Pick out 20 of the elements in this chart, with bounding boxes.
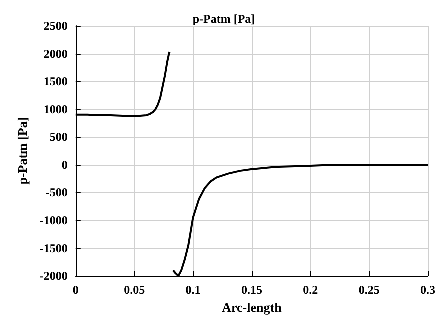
y-tick-label: 500 [50,130,68,144]
x-tick-label: 0 [72,283,79,298]
x-axis-title: Arc-length [222,300,283,315]
y-tick-label: 1500 [44,74,68,89]
chart-title: p-Patm [Pa] [192,12,256,26]
x-tick-label: 0.05 [124,283,146,298]
y-tick-label: 0 [62,158,68,172]
x-tick-label: 0.25 [358,283,380,298]
x-tick-label: 0.3 [420,283,436,298]
y-tick-label: 1000 [44,102,68,116]
y-tick-label: -500 [46,186,68,200]
x-tick-label: 0.1 [186,283,201,298]
y-tick-label: 2000 [44,46,68,61]
y-tick-label: -1000 [40,214,68,228]
y-tick-label: 2500 [44,19,68,33]
y-axis-title: p-Patm [Pa] [15,117,30,185]
x-tick-label: 0.15 [241,283,262,298]
x-tick-label: 0.2 [303,283,318,298]
y-tick-label: -1500 [40,241,68,256]
y-tick-label: -2000 [40,269,68,284]
